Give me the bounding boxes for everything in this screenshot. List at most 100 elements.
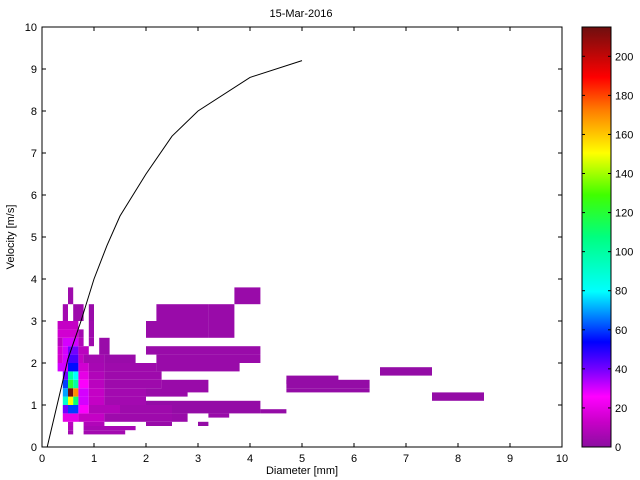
heatmap-cell <box>172 405 261 414</box>
heatmap-cell <box>62 388 68 397</box>
heatmap-cell <box>57 346 63 355</box>
heatmap-cell <box>68 371 74 380</box>
colorbar-tick-label: 60 <box>615 325 627 337</box>
heatmap-cell <box>78 337 84 347</box>
y-tick-label: 6 <box>31 190 37 202</box>
heatmap-cell <box>104 388 146 397</box>
heatmap-cell <box>57 363 68 372</box>
colorbar-tick-label: 160 <box>615 129 633 141</box>
heatmap-cell <box>73 388 79 397</box>
heatmap-cell <box>78 396 89 405</box>
heatmap-cell <box>57 329 79 338</box>
heatmap-cell <box>73 304 84 321</box>
heatmap-cell <box>120 405 172 414</box>
heatmap-cell <box>286 388 370 393</box>
heatmap-cell <box>73 379 79 389</box>
heatmap-cell <box>68 388 74 397</box>
heatmap-cell <box>73 396 79 405</box>
x-tick-label: 10 <box>556 453 568 465</box>
heatmap-cell <box>68 379 74 389</box>
colorbar: 0 20 40 60 80 100 120 140 160 180 200 <box>581 26 633 454</box>
heatmap-cell <box>104 379 162 389</box>
colorbar-tick-label: 80 <box>615 286 627 298</box>
heatmap-cell <box>78 363 89 372</box>
heatmap-cell <box>208 304 235 338</box>
heatmap-cell <box>146 346 261 355</box>
heatmap-cell <box>432 392 484 401</box>
heatmap-cell <box>83 430 126 435</box>
y-tick-label: 8 <box>31 106 37 118</box>
x-tick-label: 3 <box>195 453 201 465</box>
terminal-velocity-curve <box>46 60 303 448</box>
heatmap-cell <box>104 413 172 422</box>
heatmap-cell <box>88 371 105 380</box>
heatmap-cell <box>62 354 68 363</box>
heatmap-cell <box>198 421 209 426</box>
y-tick-label: 5 <box>31 232 37 244</box>
heatmap-cell <box>68 396 74 405</box>
heatmap-cell <box>68 430 74 435</box>
heatmap-cell <box>62 405 68 414</box>
y-tick-label: 3 <box>31 316 37 328</box>
y-axis-ticks: 0 1 2 3 4 5 6 7 8 9 10 <box>25 22 562 454</box>
heatmap-cell <box>62 371 68 380</box>
heatmap-cell <box>68 363 79 372</box>
heatmap-cell <box>78 346 89 355</box>
heatmap-cell <box>73 371 79 380</box>
heatmap-cell <box>104 363 157 372</box>
heatmap-cell <box>88 363 105 372</box>
plot-area: 0 1 2 3 4 5 6 7 8 9 10 0 1 2 3 4 5 6 7 8 9 10 <box>25 22 568 465</box>
y-tick-label: 1 <box>31 400 37 412</box>
heatmap-cell <box>286 375 339 384</box>
heatmap-cell <box>88 321 94 338</box>
y-tick-label: 4 <box>31 274 37 286</box>
heatmap-cell <box>62 379 68 389</box>
heatmap-cell <box>156 354 261 363</box>
heatmap-cell <box>62 413 79 422</box>
heatmap-cell <box>161 379 209 393</box>
chart-title: 15-Mar-2016 <box>270 8 333 20</box>
heatmap-cell <box>57 337 63 347</box>
x-tick-label: 4 <box>247 453 253 465</box>
heatmap-cell <box>78 354 84 363</box>
y-tick-label: 0 <box>31 442 37 454</box>
heatmap-cell <box>78 379 89 389</box>
heatmap-cell <box>88 337 94 347</box>
heatmap-cell <box>146 388 188 397</box>
heatmap-cell <box>68 287 74 305</box>
heatmap-cell <box>68 426 74 431</box>
heatmap-cell <box>146 421 172 426</box>
heatmap-cell <box>78 413 105 422</box>
x-tick-label: 9 <box>507 453 513 465</box>
y-tick-label: 10 <box>25 22 37 34</box>
heatmap-cell <box>224 400 261 405</box>
x-tick-label: 2 <box>143 453 149 465</box>
heatmap-cell <box>88 379 105 389</box>
x-axis-title: Diameter [mm] <box>266 465 338 477</box>
heatmap-cell <box>88 405 120 414</box>
heatmap-cell <box>88 388 105 397</box>
y-tick-label: 9 <box>31 64 37 76</box>
heatmap-cell <box>172 413 188 422</box>
colorbar-tick-label: 140 <box>615 169 633 181</box>
heatmap-cell <box>156 304 209 321</box>
heatmap-cell <box>62 337 79 347</box>
heatmap-cell <box>78 405 89 414</box>
x-tick-label: 8 <box>455 453 461 465</box>
heatmap-cell <box>62 304 68 321</box>
heatmap-cell <box>104 396 146 405</box>
heatmap-cell <box>62 346 68 355</box>
x-tick-label: 0 <box>39 453 45 465</box>
heatmap-cell <box>380 367 432 376</box>
heatmap-cell <box>104 371 162 380</box>
x-tick-label: 6 <box>351 453 357 465</box>
heatmap-cell <box>57 354 63 363</box>
colorbar-gradient <box>581 26 612 448</box>
colorbar-tick-label: 120 <box>615 208 633 220</box>
heatmap-cell <box>99 337 110 355</box>
x-tick-label: 7 <box>403 453 409 465</box>
heatmap-cell <box>104 354 136 363</box>
heatmap-cell <box>146 400 224 405</box>
heatmap-cell <box>83 426 136 431</box>
